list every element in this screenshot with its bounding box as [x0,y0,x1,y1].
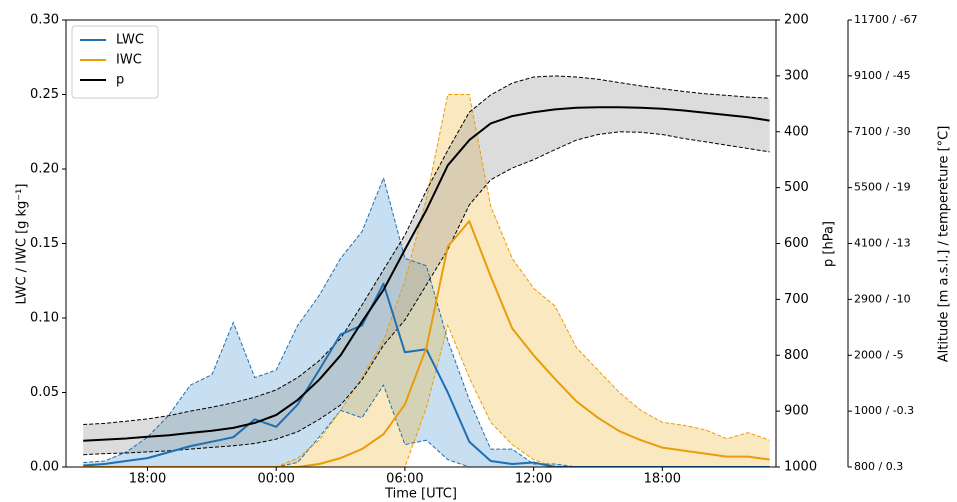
y-tick-label: 0.30 [30,13,59,28]
legend-label: LWC [116,33,144,48]
y2-tick-label: 700 [784,292,809,307]
y-tick-label: 0.10 [30,311,59,326]
x-tick-label: 18:00 [644,472,681,487]
lines [83,75,770,467]
y-tick-label: 0.00 [30,460,59,475]
y-tick-label: 0.25 [30,87,59,102]
y-tick-label: 0.20 [30,162,59,177]
y3-tick-label: 2000 / -5 [854,348,904,361]
y3-axis-label: Altitude [m a.s.l.] / tempereture [°C] [937,126,952,363]
y2-tick-label: 400 [784,124,809,139]
y3-tick-label: 2900 / -10 [854,292,911,305]
band-lower [83,323,770,467]
legend-label: IWC [116,53,142,68]
y-tick-label: 0.05 [30,385,59,400]
x-tick-label: 06:00 [386,472,423,487]
y2-tick-label: 800 [784,348,809,363]
y2-tick-label: 900 [784,404,809,419]
series-line [83,106,770,442]
x-tick-label: 12:00 [515,472,552,487]
y3-tick-label: 1000 / -0.3 [854,404,914,417]
band-upper [83,176,770,467]
y3-tick-label: 9100 / -45 [854,69,911,82]
y3-tick-label: 5500 / -19 [854,181,911,194]
band-upper [83,94,770,467]
y3-tick-label: 800 / 0.3 [854,460,903,473]
legend-label: p [116,73,124,88]
series-line [83,220,770,467]
band-lower [83,131,770,456]
band-fill [83,94,770,467]
y2-tick-label: 200 [784,13,809,28]
legend-box [71,25,159,99]
y3-tick-label: 4100 / -13 [854,237,911,250]
y2-tick-label: 300 [784,68,809,83]
y2-tick-label: 1000 [784,460,817,475]
x-tick-label: 18:00 [129,472,166,487]
y-axis-label: LWC / IWC [g kg⁻¹] [15,184,30,305]
y-tick-label: 0.15 [30,236,59,251]
band-lower [83,383,770,467]
y2-tick-label: 500 [784,180,809,195]
band-upper [83,75,770,425]
x-axis-label: Time [UTC] [384,487,457,502]
y2-axis-label: p [hPa] [822,221,837,267]
x-tick-label: 00:00 [257,472,294,487]
y3-tick-label: 11700 / -67 [854,13,918,26]
y3-tick-label: 7100 / -30 [854,125,911,138]
band-fill [83,177,770,467]
axes: 18:00 00:00 06:00 12:00 18:00 0.00 0.05 0.10 0.1… [30,13,918,487]
y2-tick-label: 600 [784,236,809,251]
